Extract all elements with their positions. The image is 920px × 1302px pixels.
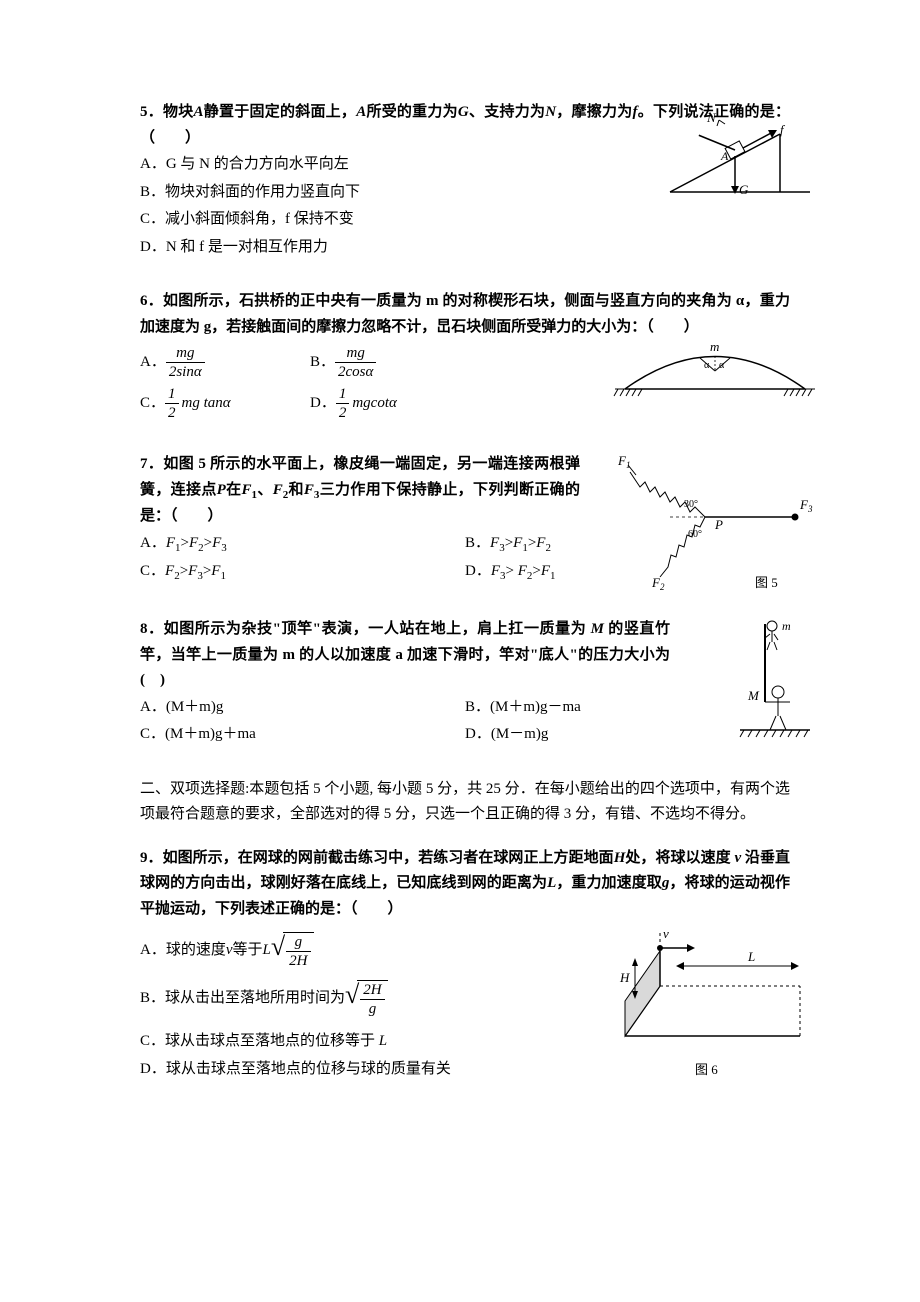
q8-stem: 8．如图所示为杂技"顶竿"表演，一人站在地上，肩上扛一质量为 M 的竖直竹竿，当…	[140, 617, 790, 694]
svg-text:F2: F2	[651, 575, 665, 592]
label-A: A	[720, 149, 729, 163]
svg-text:F3: F3	[799, 497, 813, 514]
svg-text:L: L	[747, 949, 755, 964]
question-6: m α α 6．如图所示，石拱桥的正中央有一质量为 m 的对称楔形石块，侧面与竖…	[140, 289, 790, 422]
svg-text:图 5: 图 5	[755, 575, 778, 590]
svg-text:m: m	[782, 619, 791, 633]
q6-option-c: C． 12 mg tanα	[140, 385, 310, 422]
svg-text:图 6: 图 6	[695, 1062, 718, 1077]
label-f: f	[780, 122, 786, 137]
q6-option-a: A． mg2sinα	[140, 344, 310, 381]
q6-option-b: B． mg2cosα	[310, 344, 376, 381]
svg-text:P: P	[714, 517, 723, 532]
q5-figure: N f A G	[655, 112, 820, 212]
svg-text:30°: 30°	[684, 499, 698, 510]
label-G: G	[739, 182, 749, 197]
svg-text:M: M	[747, 688, 760, 703]
q7-figure: F1 F2 F3 P 30° 60° 图 5	[610, 447, 820, 607]
question-9: v H L 图 6 9．如图所示，在网球的网前截击练习中，若练习者在球网正上方距…	[140, 846, 790, 1084]
svg-text:H: H	[619, 970, 630, 985]
question-7: F1 F2 F3 P 30° 60° 图 5 7．如图 5 所示的水平面上，橡皮…	[140, 452, 790, 587]
question-8: m M 8．如图所示为杂技"顶竿"表演，一人站在地上，肩上扛一质量为 M 的竖直…	[140, 617, 790, 749]
q9-stem: 9．如图所示，在网球的网前截击练习中，若练习者在球网正上方距地面H处，将球以速度…	[140, 846, 790, 923]
q6-figure: m α α	[610, 329, 820, 419]
q8-option-c: C．(M＋m)g＋ma	[140, 721, 465, 749]
label-a2: α	[719, 360, 725, 371]
q7-option-a: A．F1>F2>F3	[140, 530, 465, 559]
label-a1: α	[704, 360, 710, 371]
q6-option-d: D． 12 mgcotα	[310, 385, 397, 422]
label-m: m	[710, 339, 719, 354]
svg-text:v: v	[663, 926, 669, 941]
q9-figure: v H L 图 6	[600, 926, 820, 1096]
q7-option-c: C．F2>F3>F1	[140, 558, 465, 587]
q5-option-d: D．N 和 f 是一对相互作用力	[140, 234, 790, 262]
label-N: N	[706, 112, 717, 125]
section-2-instructions: 二、双项选择题:本题包括 5 个小题, 每小题 5 分，共 25 分．在每小题给…	[140, 777, 790, 828]
q8-figure: m M	[710, 612, 820, 752]
q8-option-a: A．(M＋m)g	[140, 694, 465, 722]
svg-text:60°: 60°	[688, 529, 702, 540]
question-5: N f A G 5．物块A静置于固定的斜面上，A所受的重力为G、支持力为N，摩擦…	[140, 100, 790, 261]
svg-text:F1: F1	[617, 453, 630, 470]
